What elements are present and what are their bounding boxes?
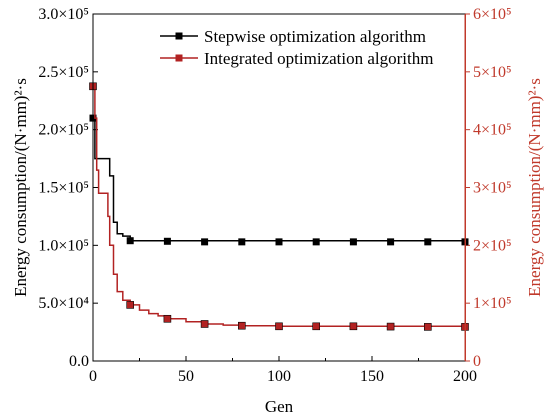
y-axis-left-title: Energy consumption/(N·mm)²·s [11,78,30,297]
y-right-tick-label: 6×10⁵ [473,6,512,23]
legend: Stepwise optimization algorithm Integrat… [160,27,433,68]
series-marker-stepwise [238,238,246,246]
series-marker-integrated [312,322,321,331]
y-right-tick-label: 3×10⁵ [473,180,512,197]
x-tick-label: 150 [360,368,384,385]
legend-label-integrated: Integrated optimization algorithm [204,49,433,68]
y-right-tick-label: 5×10⁵ [473,64,512,81]
series-marker-stepwise [312,238,320,246]
series-marker-integrated [126,301,134,309]
y-right-tick-label: 2×10⁵ [473,237,512,254]
series-marker-integrated [238,321,246,330]
y-left-tick-label: 2.5×10⁵ [38,64,89,81]
y-right-tick-label: 0 [473,353,481,370]
series-marker-stepwise [275,238,283,246]
legend-label-stepwise: Stepwise optimization algorithm [204,27,426,46]
series-layer [89,82,469,331]
series-marker-stepwise [201,238,209,246]
x-tick-label: 0 [89,368,97,385]
series-marker-integrated [163,314,172,323]
series-marker-stepwise [349,238,357,246]
y-left-tick-label: 2.0×10⁵ [38,122,89,139]
series-line-stepwise [93,117,465,242]
series-marker-stepwise [126,237,134,245]
y-left-tick-label: 1.5×10⁵ [38,180,89,197]
y-right-tick-label: 1×10⁵ [473,295,512,312]
series-line-integrated [93,85,466,328]
legend-marker-stepwise [175,32,183,40]
series-marker-integrated [275,322,283,331]
series-marker-integrated [386,322,395,331]
x-tick-label: 200 [453,368,477,385]
x-tick-label: 50 [178,368,194,385]
y-left-tick-label: 0.0 [69,353,89,370]
series-marker-integrated [423,323,432,331]
series-marker-stepwise [387,238,395,246]
series-marker-stepwise [163,237,171,245]
right-axis-line [464,14,466,361]
y-left-tick-label: 3.0×10⁵ [38,6,89,23]
series-marker-integrated [349,322,358,331]
y-left-tick-label: 5.0×10⁴ [38,295,89,312]
legend-marker-integrated [175,54,183,62]
y-axis-right-title: Energy consumption/(N·mm)²·s [525,78,544,297]
x-axis-title: Gen [265,397,294,416]
y-right-tick-label: 4×10⁵ [473,122,512,139]
x-tick-label: 100 [267,368,291,385]
series-marker-stepwise [424,238,432,246]
tick-labels: 0 50 100 150 200 0.0 5.0×10⁴ 1.0×10⁵ 1.5×10⁵ 2.0×… [38,6,511,385]
y-left-tick-label: 1.0×10⁵ [38,237,89,254]
series-marker-integrated [200,320,209,328]
